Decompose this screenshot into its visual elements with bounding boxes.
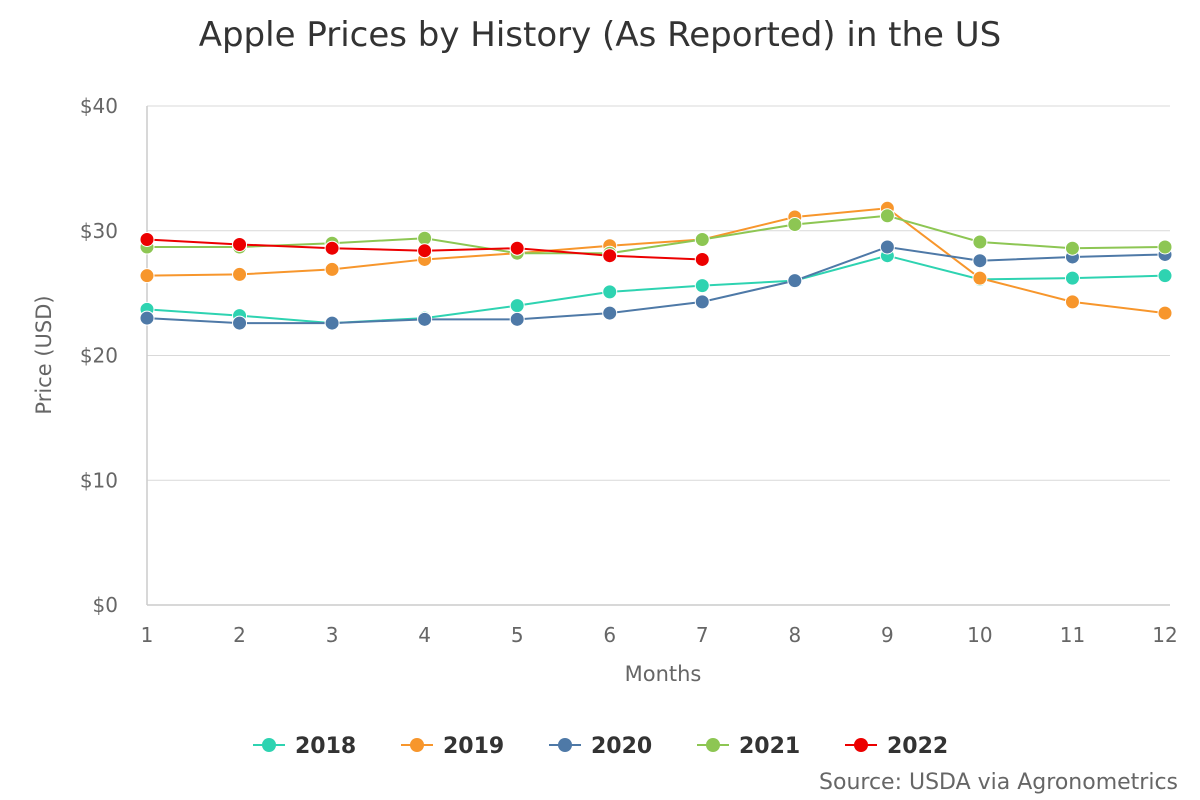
data-point[interactable] (1064, 240, 1080, 256)
data-point[interactable] (417, 243, 433, 259)
data-point[interactable] (324, 315, 340, 331)
data-point[interactable] (509, 240, 525, 256)
x-tick-label: 12 (1152, 623, 1177, 647)
data-point[interactable] (694, 294, 710, 310)
data-point[interactable] (694, 278, 710, 294)
y-axis-title: Price (USD) (32, 295, 56, 414)
series-2022 (139, 231, 710, 267)
legend-label: 2020 (591, 734, 652, 759)
series-2019 (139, 200, 1173, 321)
data-point[interactable] (324, 240, 340, 256)
series-2018 (139, 248, 1173, 331)
legend-item-2021[interactable]: 2021 (697, 734, 800, 759)
source-note: Source: USDA via Agronometrics (819, 770, 1178, 795)
x-tick-label: 4 (418, 623, 431, 647)
data-point[interactable] (694, 251, 710, 267)
x-tick-label: 11 (1060, 623, 1085, 647)
data-point[interactable] (602, 248, 618, 264)
series-line (146, 207, 1166, 315)
data-point[interactable] (139, 268, 155, 284)
legend: 2018 2019 2020 2021 2022 (253, 734, 948, 759)
data-point[interactable] (417, 230, 433, 246)
data-point[interactable] (972, 234, 988, 250)
y-tick-label: $40 (80, 94, 118, 118)
data-point[interactable] (1157, 268, 1173, 284)
y-tick-label: $30 (80, 219, 118, 243)
data-point[interactable] (232, 315, 248, 331)
legend-label: 2018 (295, 734, 356, 759)
legend-item-2018[interactable]: 2018 (253, 734, 356, 759)
data-point[interactable] (602, 284, 618, 300)
x-tick-label: 10 (967, 623, 992, 647)
series-line (146, 254, 1166, 325)
legend-item-2019[interactable]: 2019 (401, 734, 504, 759)
legend-marker (410, 738, 424, 752)
data-point[interactable] (1157, 305, 1173, 321)
data-point[interactable] (787, 217, 803, 233)
legend-marker (854, 738, 868, 752)
x-axis-title: Months (625, 662, 702, 686)
data-point[interactable] (694, 231, 710, 247)
data-point[interactable] (972, 253, 988, 269)
legend-marker (262, 738, 276, 752)
x-tick-label: 1 (141, 623, 154, 647)
data-point[interactable] (139, 310, 155, 326)
x-tick-label: 5 (511, 623, 524, 647)
axes: $0$10$20$30$401 2 3 4 5 6 7 8 9 10 11 12 (80, 94, 1178, 647)
legend-marker (558, 738, 572, 752)
data-point[interactable] (972, 270, 988, 286)
x-tick-label: 8 (788, 623, 801, 647)
data-point[interactable] (139, 231, 155, 247)
series-2021 (139, 208, 1173, 261)
data-point[interactable] (879, 208, 895, 224)
legend-label: 2019 (443, 734, 504, 759)
x-tick-label: 2 (233, 623, 246, 647)
y-tick-label: $20 (80, 344, 118, 368)
x-tick-label: 6 (603, 623, 616, 647)
data-point[interactable] (232, 236, 248, 252)
y-tick-label: $10 (80, 468, 118, 492)
data-point[interactable] (1064, 270, 1080, 286)
x-tick-label: 3 (326, 623, 339, 647)
data-point[interactable] (509, 311, 525, 327)
legend-item-2022[interactable]: 2022 (845, 734, 948, 759)
x-tick-label: 7 (696, 623, 709, 647)
legend-marker (706, 738, 720, 752)
x-tick-label: 9 (881, 623, 894, 647)
data-point[interactable] (1157, 239, 1173, 255)
data-point[interactable] (879, 239, 895, 255)
data-point[interactable] (602, 305, 618, 321)
legend-label: 2021 (739, 734, 800, 759)
chart-title: Apple Prices by History (As Reported) in… (199, 15, 1002, 55)
data-point[interactable] (324, 261, 340, 277)
series-line (146, 245, 1166, 325)
series-line (147, 214, 1166, 255)
y-tick-label: $0 (93, 593, 118, 617)
data-point[interactable] (232, 266, 248, 282)
data-point[interactable] (417, 311, 433, 327)
grid (147, 105, 1170, 481)
legend-label: 2022 (887, 734, 948, 759)
data-point[interactable] (509, 298, 525, 314)
legend-item-2020[interactable]: 2020 (549, 734, 652, 759)
data-point[interactable] (1064, 294, 1080, 310)
series-2020 (139, 239, 1173, 331)
series (139, 200, 1173, 331)
data-point[interactable] (787, 273, 803, 289)
